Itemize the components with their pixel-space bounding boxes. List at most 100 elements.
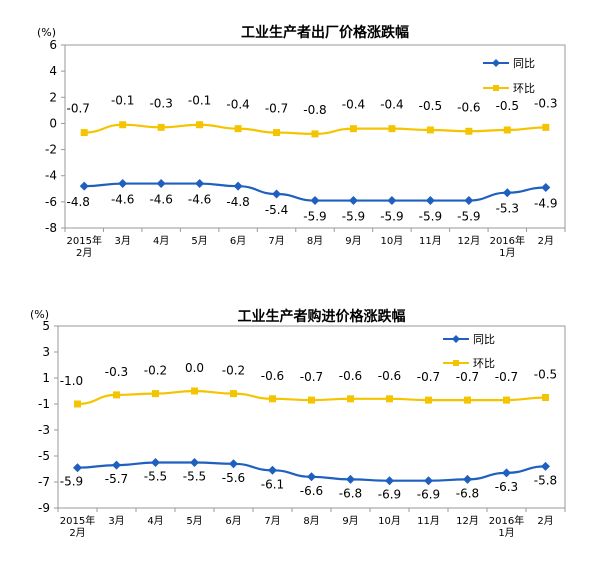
data-label-同比: -5.9 bbox=[457, 210, 480, 224]
data-label-环比: -0.6 bbox=[339, 369, 362, 383]
data-point-环比 bbox=[74, 400, 81, 408]
data-point-同比 bbox=[233, 181, 243, 191]
legend-marker bbox=[452, 335, 460, 343]
x-tick-label: 10月 bbox=[381, 235, 404, 247]
data-label-环比: -0.2 bbox=[222, 364, 245, 378]
data-point-环比 bbox=[113, 391, 120, 399]
data-label-同比: -4.9 bbox=[534, 196, 557, 210]
data-point-同比 bbox=[348, 196, 358, 206]
plot-area bbox=[57, 325, 566, 509]
x-tick-label: 2月 bbox=[69, 527, 85, 539]
y-unit-label: (%) bbox=[37, 26, 56, 39]
data-point-环比 bbox=[234, 125, 242, 133]
data-label-环比: -0.7 bbox=[495, 370, 518, 384]
data-point-环比 bbox=[191, 387, 198, 395]
data-label-环比: -0.4 bbox=[380, 98, 403, 112]
x-tick-label: 7月 bbox=[268, 235, 284, 247]
data-point-环比 bbox=[196, 121, 204, 129]
data-point-同比 bbox=[151, 458, 160, 467]
y-tick-label: 5 bbox=[42, 319, 50, 333]
data-point-同比 bbox=[502, 468, 511, 478]
data-point-同比 bbox=[502, 188, 512, 198]
data-label-环比: -0.3 bbox=[149, 96, 172, 110]
x-tick-label: 8月 bbox=[307, 235, 323, 247]
data-label-环比: -0.7 bbox=[300, 370, 323, 384]
x-tick-label: 4月 bbox=[153, 235, 169, 247]
y-tick-label: -7 bbox=[38, 475, 50, 489]
data-point-环比 bbox=[157, 123, 165, 131]
data-point-环比 bbox=[347, 395, 354, 403]
data-label-环比: -0.5 bbox=[419, 99, 442, 113]
y-tick-label: 3 bbox=[42, 345, 50, 359]
data-label-同比: -6.8 bbox=[456, 486, 479, 500]
data-label-环比: -0.3 bbox=[534, 96, 557, 110]
data-point-同比 bbox=[112, 460, 121, 470]
data-label-同比: -5.9 bbox=[342, 210, 365, 224]
data-label-环比: -0.6 bbox=[378, 369, 401, 383]
x-tick-label: 5月 bbox=[191, 235, 207, 247]
data-label-环比: -0.7 bbox=[417, 370, 440, 384]
data-point-同比 bbox=[195, 179, 205, 189]
y-tick-label: 0 bbox=[49, 116, 57, 130]
y-tick-label: 2 bbox=[49, 90, 57, 104]
data-label-同比: -6.8 bbox=[339, 486, 362, 500]
data-label-环比: -0.7 bbox=[265, 102, 288, 116]
data-point-同比 bbox=[424, 476, 433, 486]
data-point-同比 bbox=[190, 458, 199, 467]
data-label-同比: -5.6 bbox=[222, 471, 245, 485]
data-point-同比 bbox=[541, 182, 551, 192]
data-label-环比: -0.1 bbox=[188, 94, 211, 108]
data-point-环比 bbox=[308, 396, 315, 404]
data-label-同比: -6.6 bbox=[300, 484, 323, 498]
x-tick-label: 2月 bbox=[538, 235, 554, 247]
data-point-同比 bbox=[387, 196, 397, 206]
data-point-环比 bbox=[542, 394, 549, 401]
data-point-环比 bbox=[386, 395, 393, 403]
data-point-环比 bbox=[152, 390, 159, 398]
legend-marker bbox=[492, 59, 500, 67]
data-point-环比 bbox=[503, 126, 511, 134]
data-label-环比: -0.4 bbox=[226, 98, 249, 112]
data-point-同比 bbox=[272, 189, 282, 199]
data-point-环比 bbox=[464, 396, 471, 404]
data-label-同比: -5.8 bbox=[534, 473, 557, 487]
data-label-环比: -0.5 bbox=[534, 368, 557, 382]
data-label-同比: -6.1 bbox=[261, 477, 284, 491]
x-tick-label: 6月 bbox=[230, 235, 246, 247]
data-label-同比: -5.5 bbox=[183, 470, 206, 484]
y-tick-label: -6 bbox=[45, 195, 57, 209]
x-tick-label: 8月 bbox=[303, 515, 319, 527]
data-label-同比: -6.9 bbox=[378, 488, 401, 502]
data-label-环比: -0.5 bbox=[496, 99, 519, 113]
data-label-同比: -5.4 bbox=[265, 203, 288, 217]
x-tick-label: 6月 bbox=[225, 515, 241, 527]
data-label-同比: -5.9 bbox=[380, 210, 403, 224]
y-tick-label: -1 bbox=[38, 397, 50, 411]
x-tick-label: 2月 bbox=[76, 247, 92, 259]
data-label-同比: -4.6 bbox=[188, 193, 211, 207]
x-tick-label: 2015年 bbox=[67, 234, 102, 247]
y-tick-label: 1 bbox=[42, 371, 50, 385]
data-point-环比 bbox=[465, 127, 473, 135]
data-point-同比 bbox=[307, 472, 316, 482]
data-label-环比: -0.6 bbox=[261, 369, 284, 383]
legend-label: 同比 bbox=[513, 57, 535, 70]
y-tick-label: -4 bbox=[45, 169, 57, 183]
y-tick-label: 4 bbox=[49, 64, 57, 78]
legend-label: 环比 bbox=[473, 357, 495, 370]
legend-label: 同比 bbox=[473, 333, 495, 346]
data-point-环比 bbox=[311, 130, 319, 138]
chart-title: 工业生产者购进价格涨跌幅 bbox=[238, 308, 406, 325]
x-tick-label: 11月 bbox=[417, 515, 440, 527]
legend-label: 环比 bbox=[513, 82, 535, 95]
legend-marker bbox=[453, 360, 459, 366]
x-tick-label: 12月 bbox=[457, 235, 480, 247]
data-point-环比 bbox=[388, 125, 396, 133]
data-point-环比 bbox=[273, 129, 281, 137]
data-label-同比: -4.8 bbox=[67, 195, 90, 209]
data-label-环比: -0.6 bbox=[457, 100, 480, 114]
data-label-环比: -0.7 bbox=[456, 370, 479, 384]
